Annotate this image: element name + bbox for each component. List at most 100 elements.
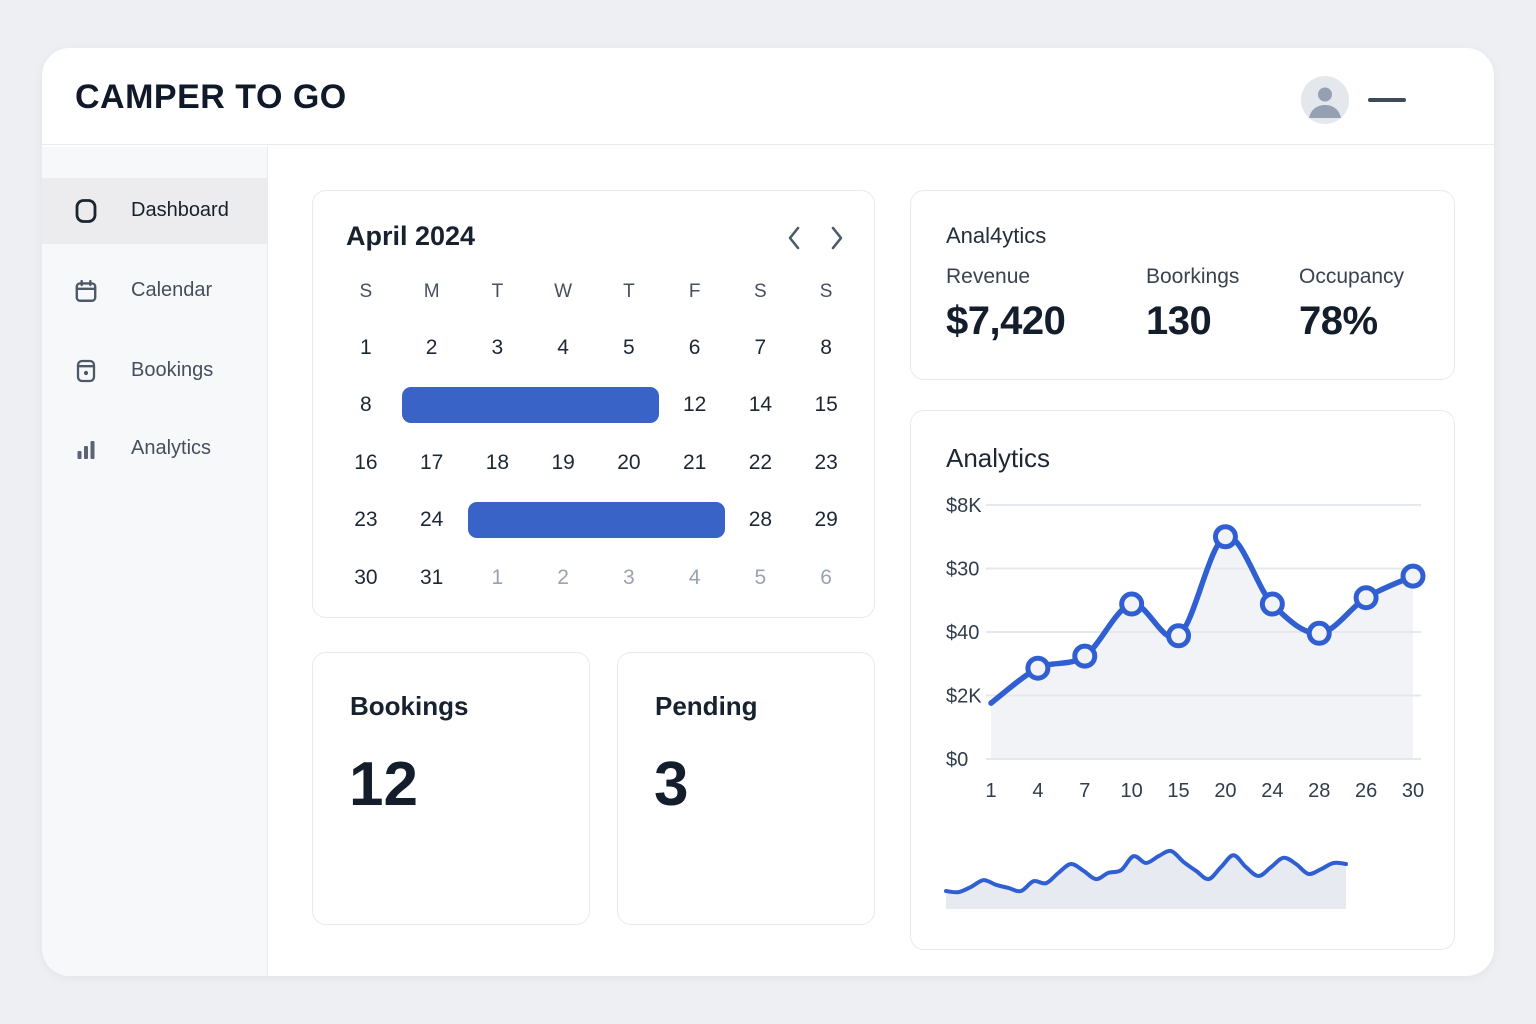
pending-count-card: Pending 3 xyxy=(617,652,875,925)
selected-date-range-bar[interactable] xyxy=(401,387,659,423)
calendar-date[interactable]: 1 xyxy=(491,565,504,589)
calendar-date[interactable]: 4 xyxy=(557,335,569,359)
calendar-date xyxy=(465,492,531,550)
chevron-left-icon xyxy=(788,226,800,250)
calendar-date[interactable]: 8 xyxy=(360,393,372,417)
svg-text:30: 30 xyxy=(1402,780,1424,802)
svg-text:28: 28 xyxy=(1308,780,1330,802)
calendar-date[interactable]: 6 xyxy=(820,565,832,589)
stats-card-title: Anal4ytics xyxy=(946,223,1047,248)
calendar-card: April 2024 S M T W T F S S 1 2 3 4 5 6 7 8 8 12 14 15 16 17 18… xyxy=(312,190,875,618)
minimize-dash-icon[interactable] xyxy=(1368,98,1406,102)
calendar-date[interactable]: 2 xyxy=(557,565,569,589)
calendar-date xyxy=(662,492,728,550)
stat-label: Revenue xyxy=(946,265,1031,288)
calendar-date xyxy=(596,492,662,550)
calendar-date[interactable]: 31 xyxy=(419,565,444,589)
pending-card-title: Pending xyxy=(655,691,758,721)
calendar-week-row: 30 31 1 2 3 4 5 6 xyxy=(333,549,859,607)
calendar-date[interactable]: 5 xyxy=(623,335,635,359)
calendar-date xyxy=(399,377,465,435)
calendar-date[interactable]: 14 xyxy=(748,393,773,417)
calendar-date[interactable]: 3 xyxy=(623,565,635,589)
avatar-person-icon xyxy=(1301,76,1349,124)
calendar-date[interactable]: 29 xyxy=(814,508,838,532)
analytics-bars-icon xyxy=(73,436,99,462)
selected-date-range-bar[interactable] xyxy=(467,502,725,538)
stat-revenue: Revenue $7,420 xyxy=(946,265,1066,344)
calendar-day-header: S xyxy=(359,281,373,302)
calendar-date[interactable]: 12 xyxy=(682,393,707,417)
chevron-right-icon xyxy=(831,226,843,250)
sidebar-item-label: Calendar xyxy=(131,279,213,301)
bookings-icon xyxy=(73,358,99,384)
calendar-date[interactable]: 18 xyxy=(485,450,510,474)
sidebar-item-bookings[interactable]: Bookings xyxy=(42,338,267,404)
calendar-week-row: 1 2 3 4 5 6 7 8 xyxy=(333,319,859,377)
calendar-date xyxy=(465,377,531,435)
calendar-date[interactable]: 17 xyxy=(419,450,444,474)
calendar-date[interactable]: 2 xyxy=(425,335,438,359)
sidebar-item-label: Bookings xyxy=(131,359,214,381)
calendar-date[interactable]: 24 xyxy=(419,508,444,532)
svg-text:20: 20 xyxy=(1214,780,1236,802)
calendar-date[interactable]: 6 xyxy=(688,335,701,359)
calendar-week-row: 8 12 14 15 xyxy=(333,377,859,435)
svg-text:4: 4 xyxy=(1032,780,1043,802)
calendar-day-header: W xyxy=(554,281,573,302)
svg-text:$0: $0 xyxy=(946,749,968,771)
sidebar-item-dashboard[interactable]: Dashboard xyxy=(42,177,267,244)
stat-label: Boorkings xyxy=(1146,265,1240,288)
analytics-card-title: Analytics xyxy=(946,443,1051,473)
sidebar-item-analytics[interactable]: Analytics xyxy=(42,416,267,482)
calendar-day-header: F xyxy=(688,281,701,302)
calendar-date[interactable]: 19 xyxy=(551,450,575,474)
calendar-day-header: T xyxy=(491,281,504,302)
calendar-date[interactable]: 23 xyxy=(814,450,838,474)
svg-text:24: 24 xyxy=(1261,780,1283,802)
sidebar-item-label: Dashboard xyxy=(131,199,229,221)
dashboard-icon xyxy=(73,198,99,224)
sidebar-item-calendar[interactable]: Calendar xyxy=(42,258,267,324)
app-window: CAMPER TO GO Dashboard Calendar xyxy=(42,48,1494,976)
stat-value: $7,420 xyxy=(946,299,1066,343)
calendar-date[interactable]: 3 xyxy=(491,335,504,359)
app-title: CAMPER TO GO xyxy=(75,78,347,116)
bookings-card-title: Bookings xyxy=(350,691,469,721)
calendar-week-row: 16 17 18 19 20 21 22 23 xyxy=(333,434,859,492)
calendar-date[interactable]: 22 xyxy=(748,450,773,474)
svg-text:$30: $30 xyxy=(946,559,979,581)
calendar-date xyxy=(530,377,596,435)
calendar-date xyxy=(530,492,596,550)
svg-text:1: 1 xyxy=(985,780,996,802)
svg-text:$8K: $8K xyxy=(946,495,982,517)
calendar-month-title: April 2024 xyxy=(346,221,476,251)
calendar-date[interactable]: 4 xyxy=(688,565,701,589)
calendar-prev-button[interactable] xyxy=(779,222,809,254)
sidebar-item-label: Analytics xyxy=(131,437,212,459)
calendar-date[interactable]: 21 xyxy=(682,450,707,474)
svg-text:10: 10 xyxy=(1121,780,1143,802)
calendar-icon xyxy=(73,278,99,304)
svg-text:$40: $40 xyxy=(946,622,979,644)
calendar-date[interactable]: 8 xyxy=(820,335,832,359)
calendar-date[interactable]: 28 xyxy=(748,508,773,532)
calendar-next-button[interactable] xyxy=(822,222,852,254)
calendar-date[interactable]: 23 xyxy=(354,508,378,532)
analytics-card: Analytics $8K $30 $40 $2K $0 1 4 7 10 15 20 24 28 26 3… xyxy=(910,410,1455,950)
svg-text:15: 15 xyxy=(1167,780,1189,802)
analytics-line-chart: $8K $30 $40 $2K $0 1 4 7 10 15 20 24 28 26 30 xyxy=(944,495,1426,909)
pending-count-value: 3 xyxy=(654,750,689,819)
user-avatar-icon[interactable] xyxy=(1301,76,1349,124)
calendar-date[interactable]: 30 xyxy=(354,565,378,589)
calendar-date[interactable]: 15 xyxy=(814,393,838,417)
calendar-date[interactable]: 1 xyxy=(360,335,372,359)
calendar-date[interactable]: 16 xyxy=(354,450,378,474)
calendar-date[interactable]: 5 xyxy=(754,565,767,589)
sidebar: Dashboard Calendar Bookings xyxy=(42,146,268,976)
calendar-date[interactable]: 7 xyxy=(754,335,767,359)
calendar-date[interactable]: 20 xyxy=(617,450,641,474)
stats-card: Anal4ytics Revenue $7,420 Boorkings 130 … xyxy=(910,190,1455,380)
svg-text:26: 26 xyxy=(1355,780,1377,802)
calendar-date xyxy=(596,377,662,435)
